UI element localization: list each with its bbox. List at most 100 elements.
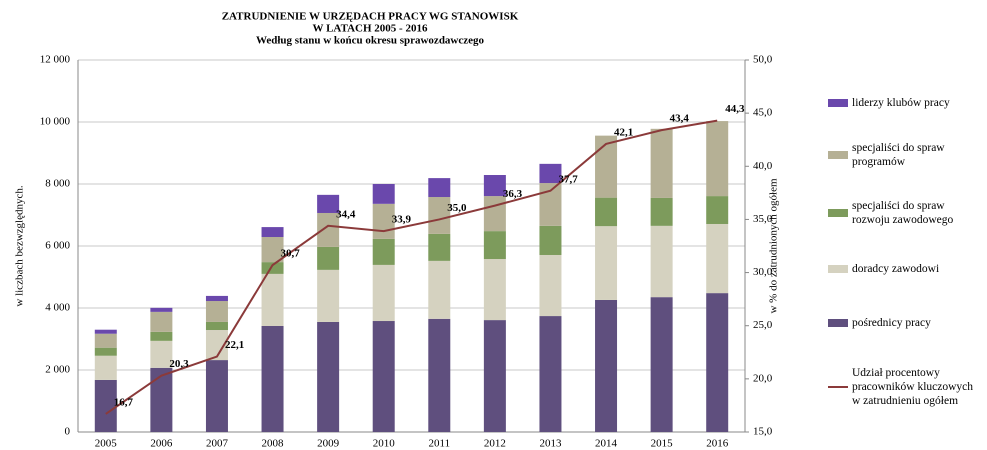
- x-tick-label: 2005: [95, 438, 118, 450]
- x-tick-label: 2008: [262, 438, 285, 450]
- bar-segment: [595, 299, 618, 432]
- bar-segment: [372, 264, 395, 322]
- legend-label: liderzy klubów pracy: [852, 97, 950, 109]
- chart-title: ZATRUDNIENIE W URZĘDACH PRACY WG STANOWI…: [222, 11, 519, 23]
- bar-segment: [150, 340, 173, 368]
- bar-segment: [539, 254, 562, 317]
- bar-segment: [205, 295, 228, 302]
- bar-segment: [483, 259, 506, 321]
- bar-segment: [94, 379, 117, 432]
- chart-subtitle: W LATACH 2005 - 2016: [313, 23, 428, 35]
- bar-segment: [428, 260, 451, 319]
- bar-segment: [94, 347, 117, 356]
- line-series: [105, 119, 718, 415]
- data-label: 43,4: [670, 113, 690, 125]
- bar-segment: [483, 320, 506, 432]
- y2-tick-label: 35,0: [753, 213, 773, 225]
- x-tick-label: 2011: [428, 438, 450, 450]
- y-tick-label: 0: [65, 426, 71, 438]
- data-label: 22,1: [225, 339, 244, 351]
- x-tick-label: 2010: [373, 438, 396, 450]
- legend-item: specjaliści do spraw rozwoju zawodowego: [828, 192, 978, 234]
- legend-swatch: [828, 265, 848, 273]
- y2-axis-label: w % do zatrudnionych ogółem: [768, 178, 780, 313]
- y-tick-label: 4 000: [45, 302, 70, 314]
- bar-segment: [317, 269, 340, 322]
- bar-segment: [595, 135, 618, 198]
- legend-item: liderzy klubów pracy: [828, 82, 978, 124]
- bar-segment: [317, 246, 340, 270]
- bar-segment: [706, 293, 729, 432]
- chart-subtitle: Według stanu w końcu okresu sprawozdawcz…: [256, 35, 485, 47]
- bar-segment: [706, 196, 729, 224]
- x-tick-label: 2006: [150, 438, 173, 450]
- y-tick-label: 8 000: [45, 178, 70, 190]
- bar-segment: [261, 325, 284, 432]
- bar-segment: [94, 333, 117, 348]
- bar-segment: [650, 128, 673, 198]
- data-label: 42,1: [614, 126, 633, 138]
- x-tick-label: 2012: [484, 438, 506, 450]
- x-tick-label: 2009: [317, 438, 340, 450]
- bar-segment: [428, 318, 451, 432]
- legend-label: doradcy zawodowi: [852, 263, 940, 275]
- y2-tick-label: 45,0: [753, 107, 773, 119]
- x-tick-label: 2014: [595, 438, 618, 450]
- y-tick-label: 2 000: [45, 364, 70, 376]
- legend-swatch: [828, 99, 848, 107]
- legend-item: specjaliści do spraw programów: [828, 134, 978, 176]
- y-axis-label: w liczbach bezwzględnych.: [14, 185, 26, 306]
- bar-segment: [205, 321, 228, 331]
- bar-segment: [261, 237, 284, 263]
- data-label: 37,7: [558, 173, 578, 185]
- data-label: 36,3: [503, 188, 523, 200]
- bar-segment: [483, 175, 506, 197]
- y-tick-label: 10 000: [40, 116, 71, 128]
- bar-segment: [595, 197, 618, 227]
- y2-tick-label: 20,0: [753, 372, 773, 384]
- legend-label: Udział procentowy pracowników kluczowych…: [852, 367, 974, 407]
- data-label: 33,9: [392, 214, 412, 226]
- bar-segment: [483, 196, 506, 232]
- data-label: 35,0: [447, 202, 467, 214]
- bar-segment: [150, 367, 173, 432]
- bar-segment: [261, 262, 284, 274]
- bar-segment: [483, 231, 506, 260]
- y2-tick-label: 15,0: [753, 426, 773, 438]
- bar-segment: [372, 184, 395, 204]
- bar-segment: [372, 238, 395, 265]
- bar-segment: [261, 227, 284, 238]
- bar-segment: [539, 163, 562, 184]
- bar-segment: [261, 273, 284, 326]
- bar-segment: [539, 316, 562, 432]
- y-tick-label: 12 000: [40, 54, 71, 66]
- data-label: 44,3: [725, 103, 745, 115]
- x-tick-label: 2013: [539, 438, 562, 450]
- bar-segment: [150, 311, 173, 332]
- y2-tick-label: 30,0: [753, 266, 773, 278]
- legend-item: doradcy zawodowi: [828, 248, 978, 290]
- x-tick-label: 2016: [706, 438, 729, 450]
- data-label: 20,3: [169, 358, 189, 370]
- data-label: 34,4: [336, 208, 356, 220]
- bar-segment: [317, 212, 340, 247]
- bar-segment: [94, 355, 117, 380]
- bar-segment: [94, 329, 117, 334]
- bar-segment: [650, 225, 673, 298]
- x-tick-label: 2007: [206, 438, 229, 450]
- legend-label: specjaliści do spraw rozwoju zawodowego: [852, 200, 954, 226]
- legend-swatch: [828, 319, 848, 327]
- x-tick-label: 2015: [651, 438, 674, 450]
- bar-segment: [317, 321, 340, 432]
- bar-segment: [650, 297, 673, 432]
- legend-label: pośrednicy pracy: [852, 317, 931, 329]
- bar-segment: [539, 225, 562, 255]
- legend-label: specjaliści do spraw programów: [852, 142, 945, 168]
- bar-segment: [706, 223, 729, 294]
- legend-swatch: [828, 386, 848, 388]
- bar-segment: [428, 197, 451, 234]
- legend-swatch: [828, 151, 848, 159]
- bar-segment: [706, 121, 729, 197]
- y2-tick-label: 25,0: [753, 319, 773, 331]
